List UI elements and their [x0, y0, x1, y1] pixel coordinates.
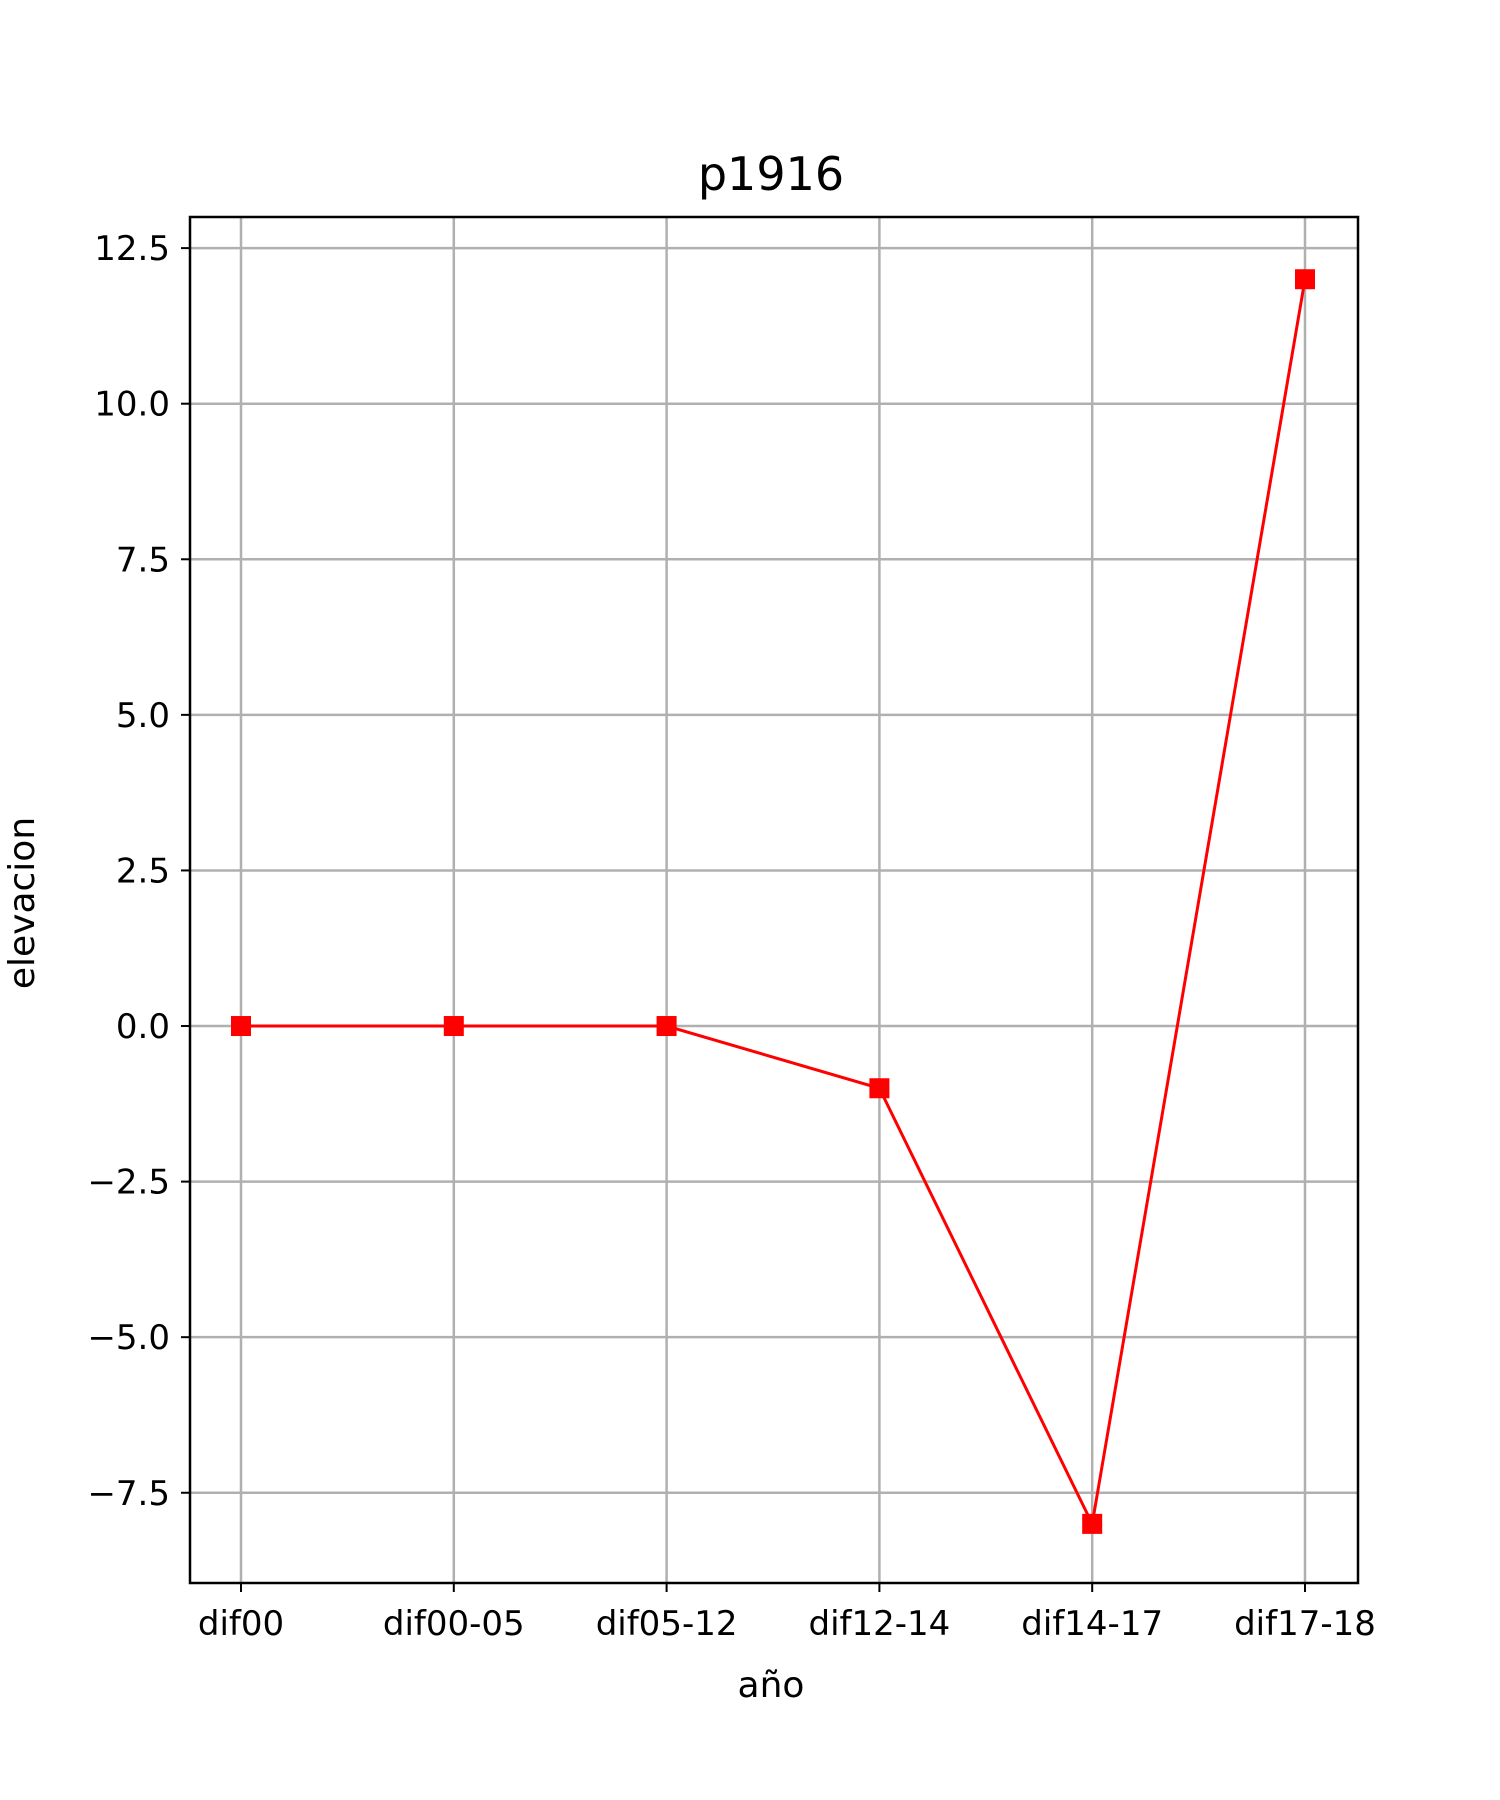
- y-tick-label: 7.5: [116, 540, 170, 580]
- y-tick-label: −5.0: [87, 1318, 170, 1358]
- x-tick-label: dif17-18: [1234, 1604, 1376, 1644]
- data-point-marker: [656, 1016, 677, 1037]
- y-tick-labels: 12.5 10.0 7.5 5.0 2.5 0.0 −2.5 −5.0 −7.5: [87, 229, 170, 1514]
- series-layer: [231, 269, 1315, 1534]
- y-tick-label: −7.5: [87, 1474, 170, 1514]
- x-tick-labels: dif00 dif00-05 dif05-12 dif12-14 dif14-17 dif…: [198, 1604, 1376, 1644]
- plot-frame: [188, 215, 1360, 1585]
- data-point-marker: [1295, 269, 1315, 290]
- y-tick-label: 2.5: [116, 851, 170, 891]
- x-tick-label: dif00: [198, 1604, 284, 1644]
- y-tick-label: 12.5: [94, 229, 170, 269]
- y-tick-label: 5.0: [116, 696, 170, 736]
- series-line: [241, 278, 1307, 1529]
- y-tick-label: 10.0: [94, 385, 170, 425]
- x-tick-label: dif12-14: [809, 1604, 951, 1644]
- y-tick-label: −2.5: [87, 1163, 170, 1203]
- x-tick-label: dif05-12: [596, 1604, 738, 1644]
- x-axis-label: año: [738, 1665, 805, 1706]
- data-point-marker: [443, 1016, 464, 1037]
- y-tick-label: 0.0: [116, 1007, 170, 1047]
- tick-marks: [181, 247, 1306, 1592]
- x-tick-label: dif14-17: [1021, 1604, 1163, 1644]
- chart-title: p1916: [698, 147, 844, 201]
- data-point-marker: [1082, 1513, 1103, 1534]
- x-tick-label: dif00-05: [383, 1604, 525, 1644]
- y-axis-label: elevacion: [2, 817, 43, 989]
- data-point-marker: [231, 1016, 251, 1037]
- data-point-marker: [869, 1078, 890, 1099]
